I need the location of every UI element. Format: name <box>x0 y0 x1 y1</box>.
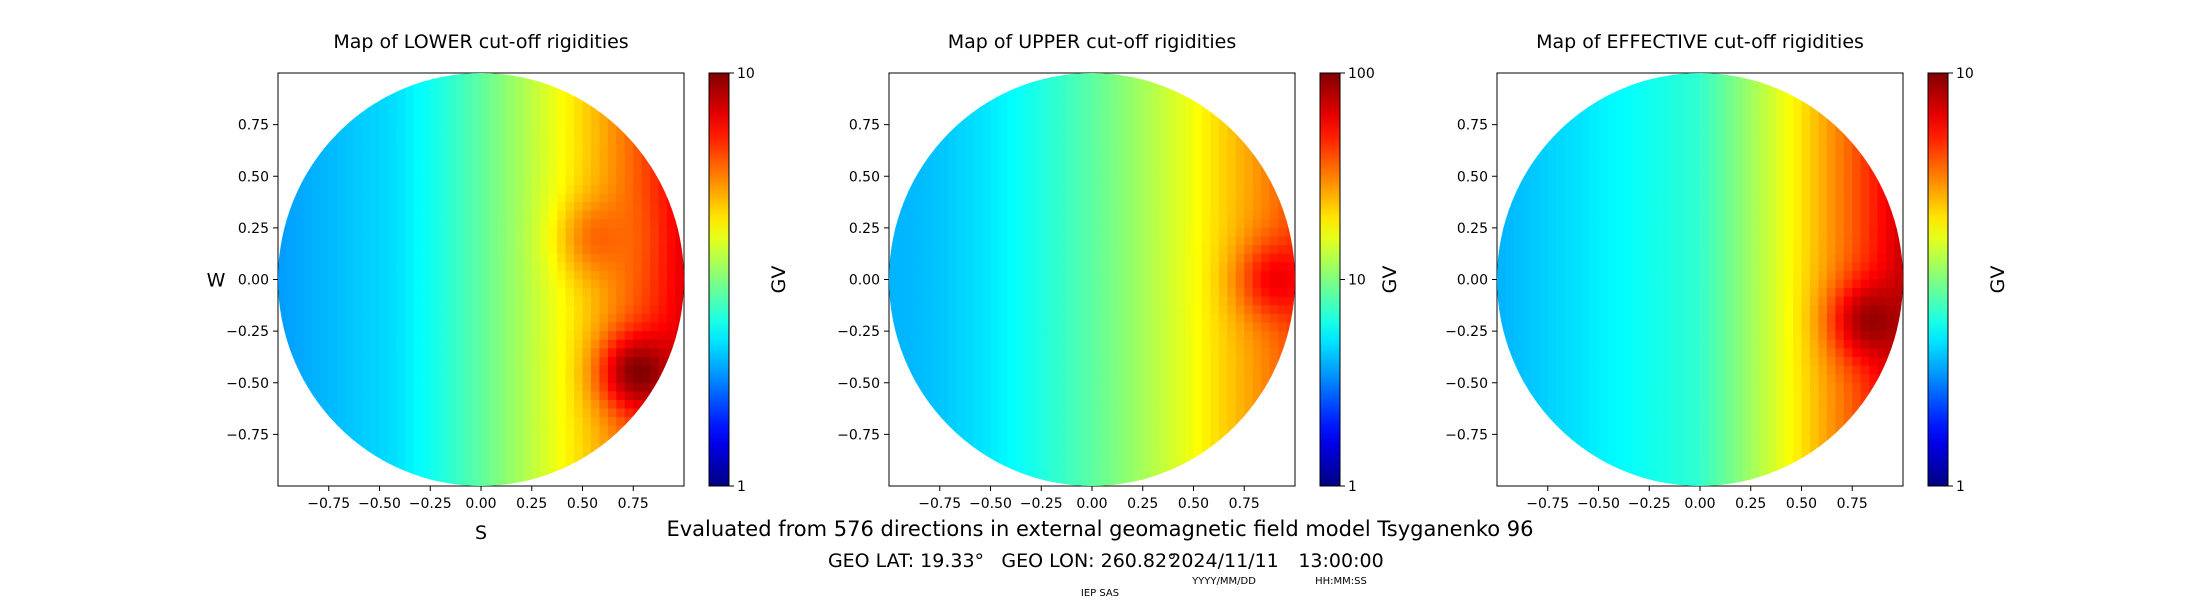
colorbar-label: GV <box>768 266 790 294</box>
y-tick-label: 0.75 <box>849 118 880 134</box>
x-tick-label: −0.50 <box>969 496 1012 512</box>
rigidity-map <box>1497 73 1903 486</box>
colorbar-label: GV <box>1379 266 1401 294</box>
y-tick-label: 0.00 <box>849 273 880 289</box>
y-tick-label: 0.75 <box>1457 118 1488 134</box>
x-tick-label: −0.50 <box>1577 496 1620 512</box>
x-tick-label: 0.50 <box>567 496 598 512</box>
x-tick-label: 0.25 <box>1735 496 1766 512</box>
colorbar-tick-label: 1 <box>737 479 746 495</box>
y-tick-label: −0.50 <box>837 376 880 392</box>
y-tick-label: 0.25 <box>849 221 880 237</box>
chart-panel-3: Map of EFFECTIVE cut-off rigidities −0.75… <box>1445 31 2009 512</box>
x-tick-label: −0.75 <box>1526 496 1569 512</box>
x-tick-label: −0.50 <box>358 496 401 512</box>
colorbar-tick-label: 1 <box>1956 479 1965 495</box>
y-axis-label: W <box>207 270 226 292</box>
x-tick-label: −0.75 <box>918 496 961 512</box>
footer-date: 2024/11/11 <box>1169 550 1279 572</box>
rigidity-map <box>889 73 1295 486</box>
x-tick-label: 0.75 <box>1229 496 1260 512</box>
colorbar-tick-label: 1 <box>1348 479 1357 495</box>
y-tick-label: −0.75 <box>226 427 269 443</box>
x-tick-label: 0.75 <box>618 496 649 512</box>
chart-title: Map of LOWER cut-off rigidities <box>333 31 628 53</box>
y-tick-label: −0.50 <box>1445 376 1488 392</box>
colorbar <box>708 72 730 487</box>
colorbar-tick-label: 10 <box>1956 66 1974 82</box>
y-tick-label: 0.00 <box>1457 273 1488 289</box>
footer-model-line: Evaluated from 576 directions in externa… <box>666 517 1533 541</box>
x-tick-label: 0.50 <box>1178 496 1209 512</box>
x-tick-label: 0.00 <box>1684 496 1715 512</box>
colorbar-tick-label: 100 <box>1348 66 1375 82</box>
colorbar-label: GV <box>1987 266 2009 294</box>
footer-time-format: HH:MM:SS <box>1315 576 1367 587</box>
x-tick-label: −0.25 <box>409 496 452 512</box>
y-tick-label: −0.75 <box>1445 427 1488 443</box>
colorbar-tick-label: 10 <box>737 66 755 82</box>
y-tick-label: 0.50 <box>1457 169 1488 185</box>
x-tick-label: 0.50 <box>1786 496 1817 512</box>
colorbar <box>1319 72 1341 487</box>
colorbar <box>1927 72 1949 487</box>
y-tick-label: −0.25 <box>1445 324 1488 340</box>
x-tick-label: −0.25 <box>1020 496 1063 512</box>
x-tick-label: −0.75 <box>307 496 350 512</box>
y-tick-label: −0.25 <box>837 324 880 340</box>
y-tick-label: −0.75 <box>837 427 880 443</box>
y-tick-label: 0.00 <box>238 273 269 289</box>
x-tick-label: 0.25 <box>1127 496 1158 512</box>
footer-geo-lon: GEO LON: 260.82° <box>1001 550 1176 572</box>
chart-panel-2: Map of UPPER cut-off rigidities −0.75 −0.5… <box>837 31 1401 512</box>
y-tick-label: 0.25 <box>1457 221 1488 237</box>
x-tick-label: 0.00 <box>1076 496 1107 512</box>
chart-panel-1: Map of LOWER cut-off rigidities −0.75 −0.5… <box>207 31 790 544</box>
colorbar-tick-label: 10 <box>1348 273 1366 289</box>
rigidity-map <box>278 73 684 486</box>
footer-geo-lat: GEO LAT: 19.33° <box>828 550 984 572</box>
chart-title: Map of EFFECTIVE cut-off rigidities <box>1536 31 1864 53</box>
y-tick-label: 0.50 <box>849 169 880 185</box>
y-tick-label: 0.25 <box>238 221 269 237</box>
y-tick-label: −0.25 <box>226 324 269 340</box>
footer-date-format: YYYY/MM/DD <box>1191 576 1256 587</box>
footer-time: 13:00:00 <box>1298 550 1383 572</box>
x-tick-label: 0.00 <box>465 496 496 512</box>
x-tick-label: 0.75 <box>1837 496 1868 512</box>
y-tick-label: 0.50 <box>238 169 269 185</box>
y-tick-label: −0.50 <box>226 376 269 392</box>
y-tick-label: 0.75 <box>238 118 269 134</box>
x-tick-label: 0.25 <box>516 496 547 512</box>
footer-credit: IEP SAS <box>1081 588 1119 599</box>
x-tick-label: −0.25 <box>1628 496 1671 512</box>
chart-title: Map of UPPER cut-off rigidities <box>948 31 1237 53</box>
x-axis-label: S <box>475 522 487 544</box>
